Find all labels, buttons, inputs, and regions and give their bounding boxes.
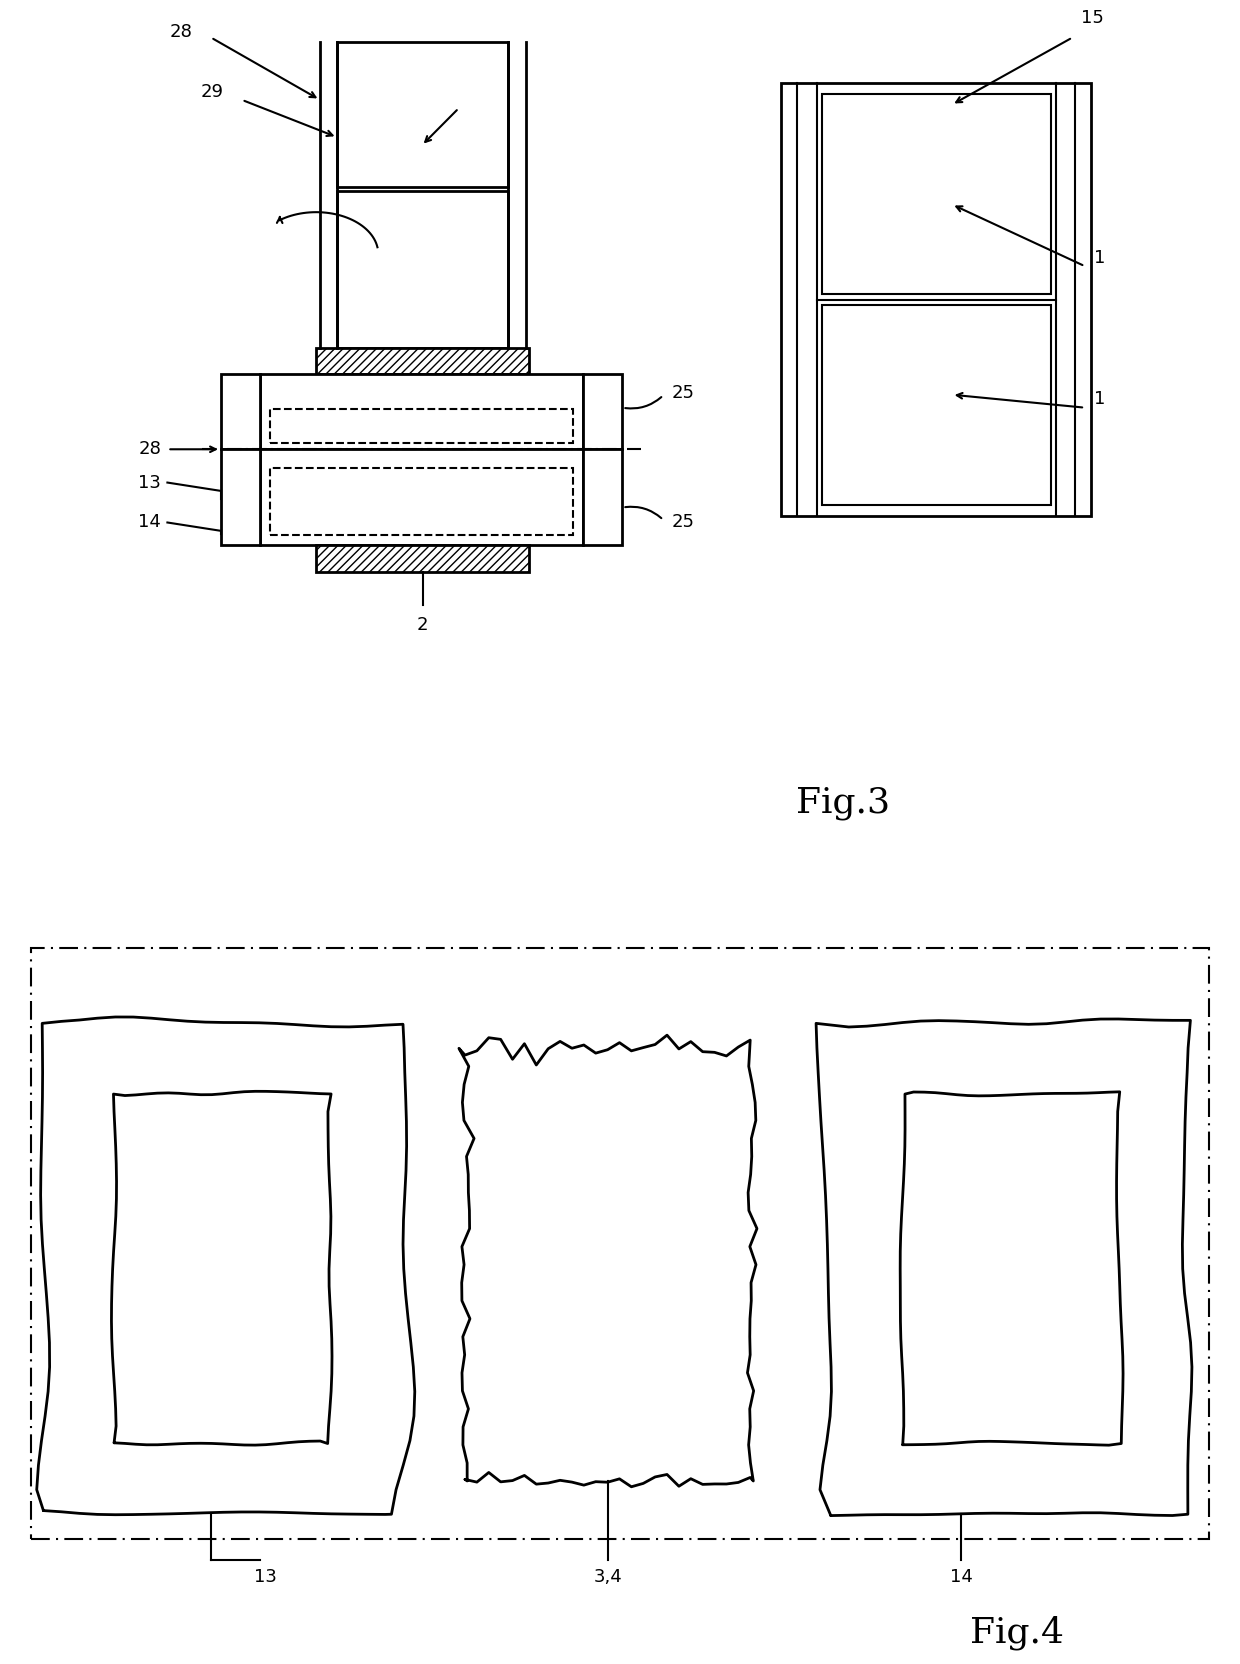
Bar bbox=[316, 544, 529, 571]
Bar bbox=[316, 348, 529, 374]
Text: 2: 2 bbox=[417, 616, 429, 634]
Text: 13: 13 bbox=[254, 1567, 277, 1586]
Bar bbox=[337, 42, 508, 186]
Text: 28: 28 bbox=[139, 441, 161, 458]
Bar bbox=[270, 469, 573, 534]
Bar bbox=[337, 191, 508, 348]
Text: 25: 25 bbox=[672, 514, 696, 531]
Bar bbox=[31, 948, 1209, 1539]
Text: 14: 14 bbox=[950, 1567, 972, 1586]
Text: 29: 29 bbox=[200, 83, 223, 100]
Bar bbox=[583, 374, 622, 449]
Bar bbox=[821, 305, 1050, 504]
Text: Fig.3: Fig.3 bbox=[796, 785, 890, 820]
Bar bbox=[270, 409, 573, 443]
Text: 1: 1 bbox=[1094, 250, 1105, 266]
Text: 3,4: 3,4 bbox=[593, 1567, 622, 1586]
Bar bbox=[221, 374, 260, 449]
Bar bbox=[583, 449, 622, 546]
Text: 25: 25 bbox=[672, 384, 696, 401]
Bar bbox=[260, 449, 583, 546]
Text: 13: 13 bbox=[139, 474, 161, 491]
Bar bbox=[260, 374, 583, 449]
Text: Fig.4: Fig.4 bbox=[970, 1616, 1064, 1649]
Text: 14: 14 bbox=[139, 514, 161, 531]
Bar bbox=[781, 83, 1091, 516]
Bar bbox=[821, 93, 1050, 295]
Bar bbox=[221, 449, 260, 546]
Text: 15: 15 bbox=[1081, 8, 1104, 27]
Text: 28: 28 bbox=[170, 23, 192, 40]
Text: 1: 1 bbox=[1094, 391, 1105, 408]
